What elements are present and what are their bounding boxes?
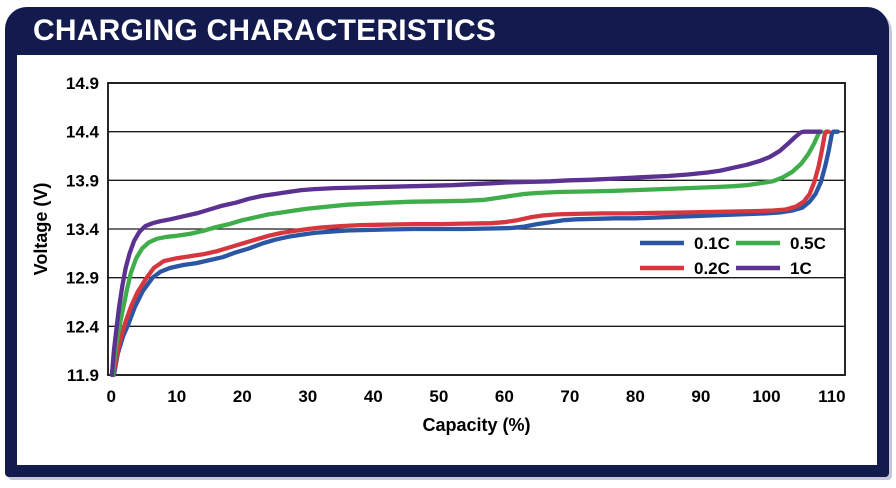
x-tick-label-30: 30 <box>298 387 317 406</box>
x-tick-label-40: 40 <box>364 387 383 406</box>
x-tick-label-50: 50 <box>429 387 448 406</box>
y-axis-title: Voltage (V) <box>31 183 51 276</box>
x-tick-label-20: 20 <box>233 387 252 406</box>
x-tick-label-110: 110 <box>818 387 845 406</box>
y-tick-label-12.4: 12.4 <box>66 317 100 336</box>
x-tick-label-100: 100 <box>752 387 780 406</box>
x-tick-label-90: 90 <box>691 387 710 406</box>
plot-border <box>107 82 846 376</box>
y-tick-label-14.4: 14.4 <box>66 123 100 142</box>
legend-label-1C: 1C <box>790 259 812 278</box>
x-axis-title: Capacity (%) <box>422 415 530 435</box>
chart-area-background <box>17 55 877 465</box>
series-line-1C <box>109 129 823 378</box>
x-tick-label-0: 0 <box>107 387 116 406</box>
page-title: CHARGING CHARACTERISTICS <box>33 14 497 47</box>
x-tick-label-60: 60 <box>495 387 514 406</box>
y-tick-label-13.9: 13.9 <box>66 171 99 190</box>
legend-label-0.5C: 0.5C <box>790 234 826 253</box>
y-tick-label-13.4: 13.4 <box>66 220 100 239</box>
title-bar: CHARGING CHARACTERISTICS <box>5 7 889 55</box>
series-line-0.2C <box>111 129 831 378</box>
x-tick-label-10: 10 <box>167 387 186 406</box>
series-line-0.5C <box>110 129 824 378</box>
x-tick-label-80: 80 <box>626 387 645 406</box>
x-tick-label-70: 70 <box>560 387 579 406</box>
y-tick-label-12.9: 12.9 <box>66 269 99 288</box>
y-tick-label-11.9: 11.9 <box>67 366 99 385</box>
legend-label-0.1C: 0.1C <box>694 234 730 253</box>
legend-label-0.2C: 0.2C <box>694 259 730 278</box>
series-line-0.1C <box>111 129 840 378</box>
y-tick-label-14.9: 14.9 <box>66 74 99 93</box>
